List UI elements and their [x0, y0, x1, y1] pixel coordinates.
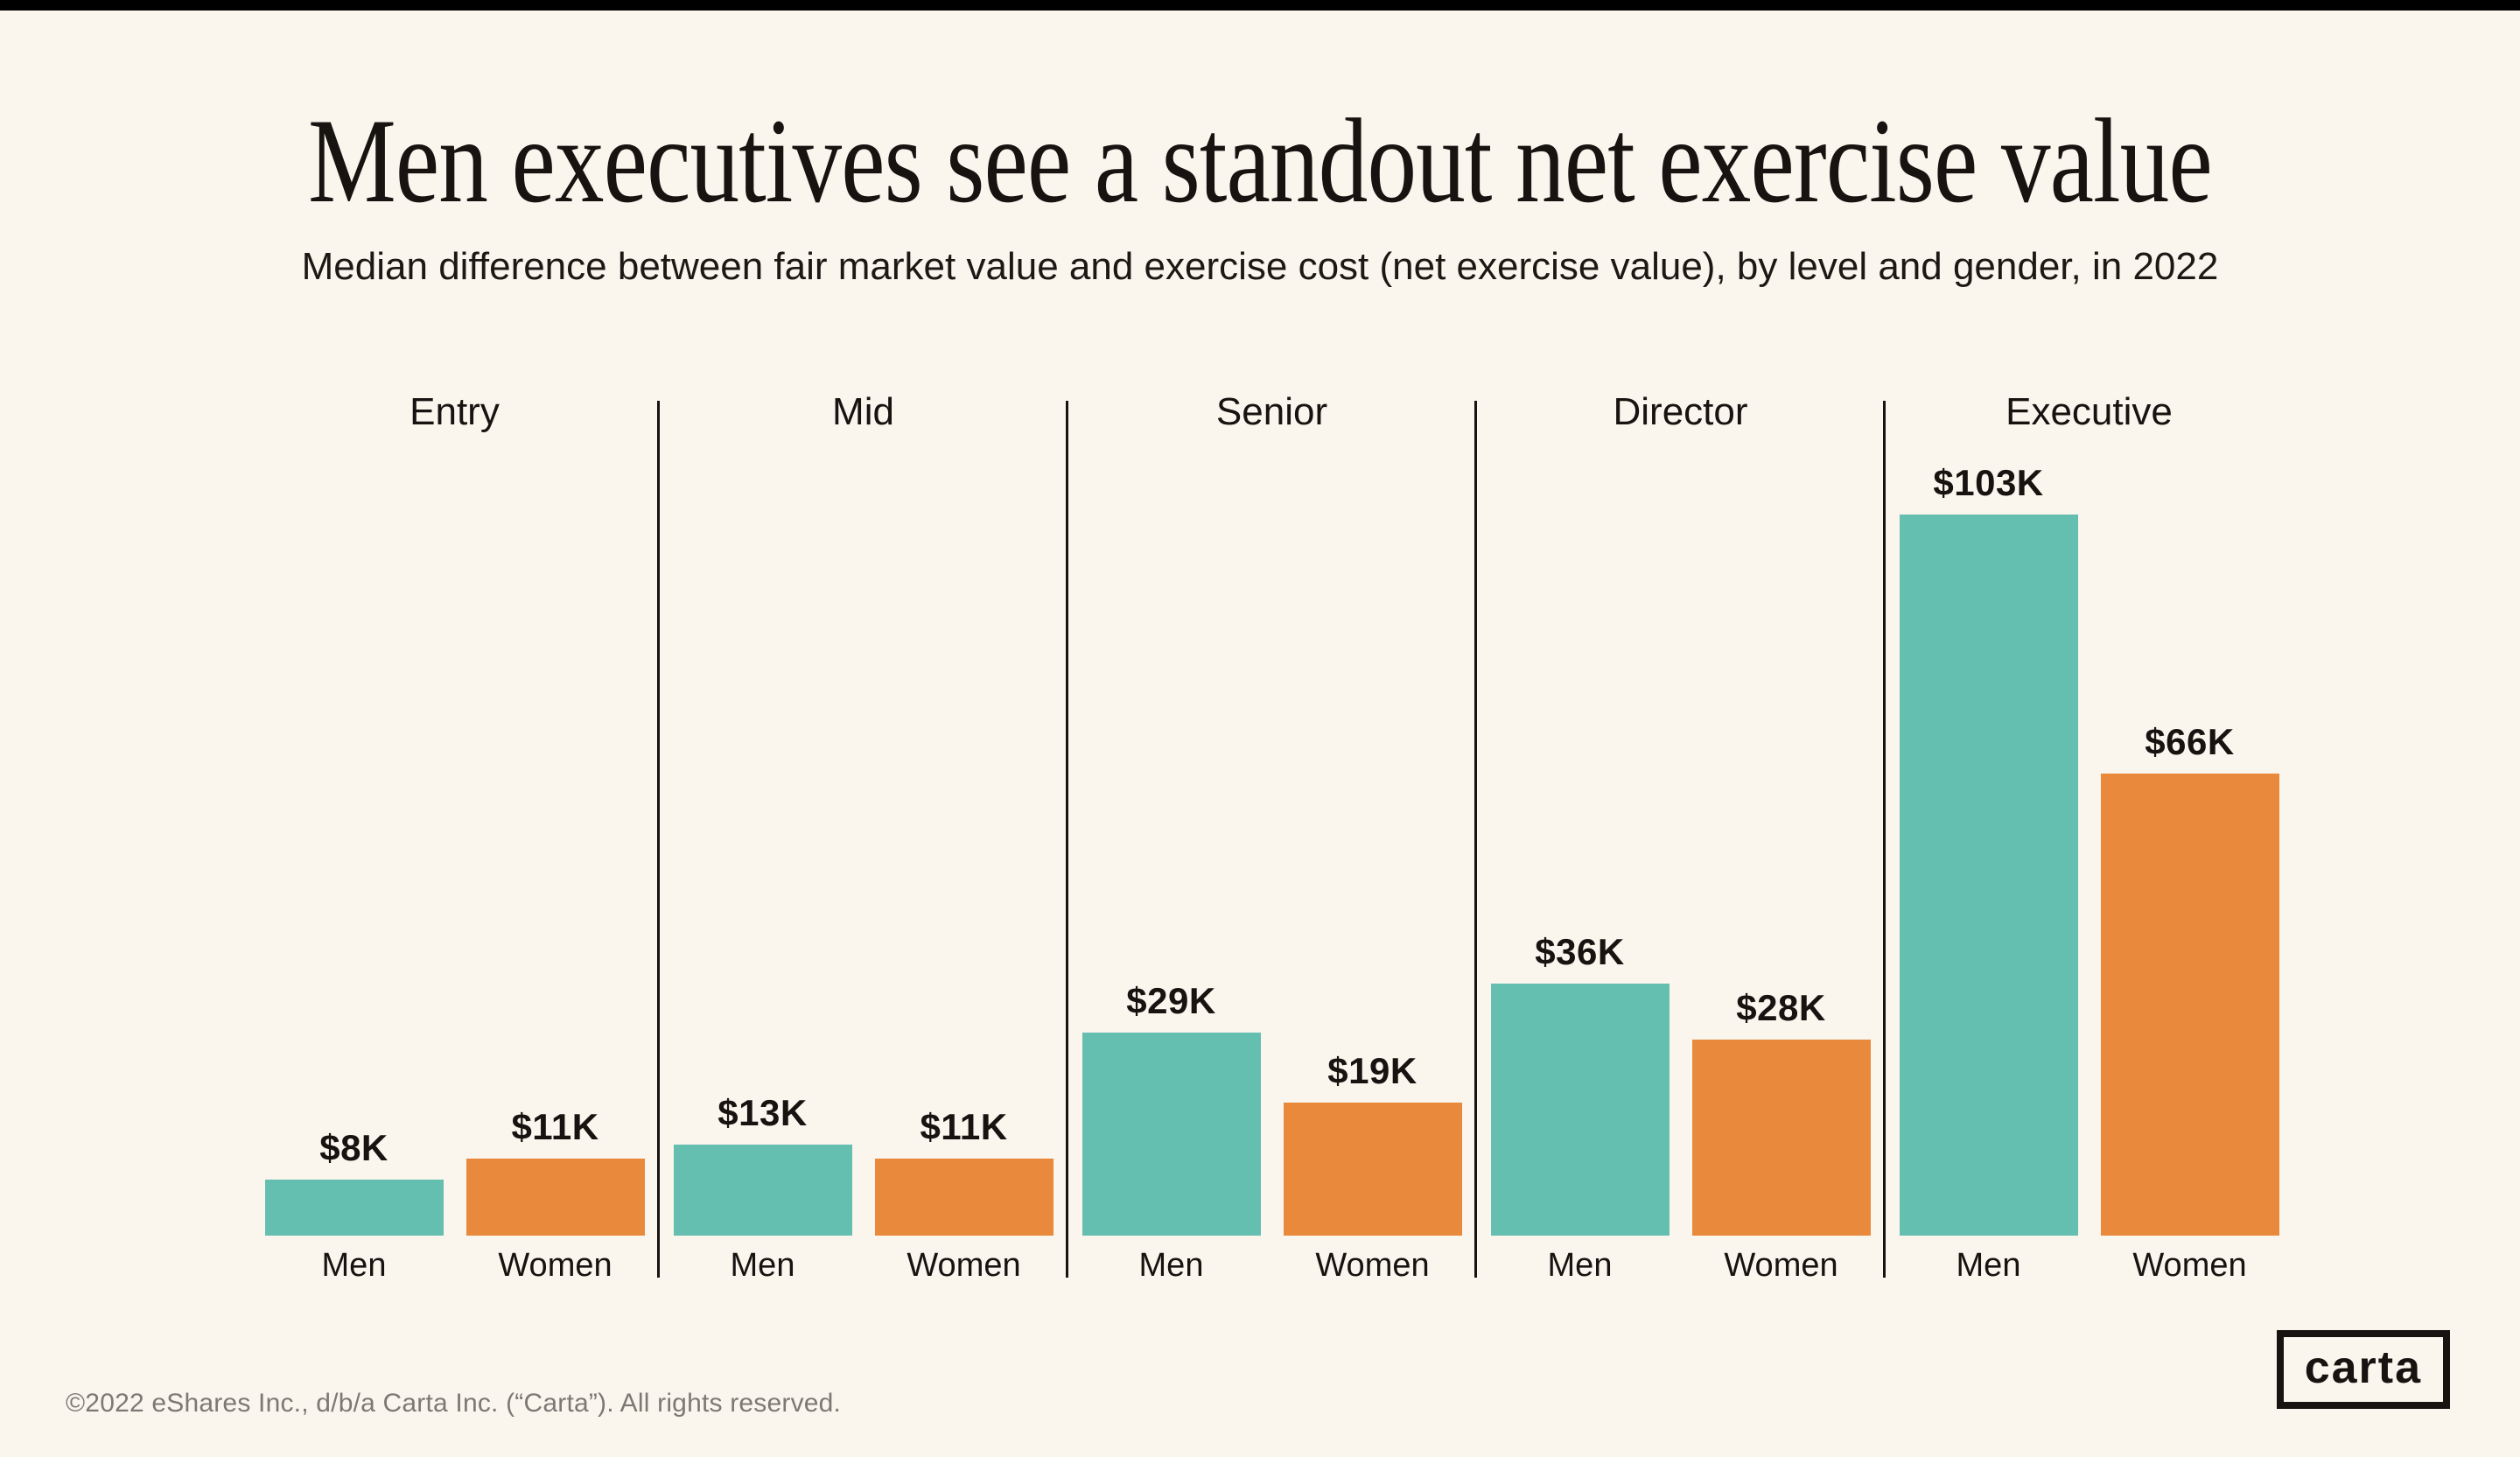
category-label-entry: Entry: [410, 390, 500, 433]
chart-header: Men executives see a standout net exerci…: [0, 11, 2520, 291]
series-label-men-entry: Men: [321, 1247, 387, 1284]
category-label-mid: Mid: [832, 390, 894, 433]
series-labels-mid: Men Women: [659, 1246, 1068, 1285]
bar-men-mid: $13K: [673, 1092, 852, 1236]
carta-logo-text: carta: [2304, 1342, 2422, 1393]
series-label-women-executive: Women: [2132, 1247, 2247, 1284]
category-group-mid: Mid $13K $11K Men Women: [659, 387, 1068, 1293]
bar-women-executive: $66K: [2100, 721, 2279, 1236]
bar-value-men-mid: $13K: [718, 1092, 808, 1133]
series-label-women-entry: Women: [498, 1247, 612, 1284]
series-label-men-executive: Men: [1956, 1247, 2021, 1284]
carta-logo: carta: [2276, 1330, 2450, 1409]
bar-men-senior: $29K: [1082, 980, 1261, 1236]
series-label-women-director: Women: [1724, 1247, 1838, 1284]
page-title: Men executives see a standout net exerci…: [308, 94, 2213, 228]
page-subtitle: Median difference between fair market va…: [301, 244, 2219, 288]
category-label-senior: Senior: [1215, 390, 1328, 433]
bar-value-men-entry: $8K: [319, 1127, 388, 1168]
copyright-text: ©2022 eShares Inc., d/b/a Carta Inc. (“C…: [66, 1389, 842, 1418]
series-label-women-mid: Women: [906, 1247, 1021, 1284]
bar-women-entry: $11K: [466, 1106, 645, 1236]
bar-men-executive: $103K: [1899, 462, 2078, 1236]
bar-value-men-senior: $29K: [1126, 980, 1216, 1021]
grouped-bar-chart: Entry $8K $11K Men Women Mid $13K $11K Men Women S…: [250, 387, 2294, 1293]
series-labels-director: Men Women: [1476, 1246, 1885, 1285]
series-labels-executive: Men Women: [1885, 1246, 2293, 1285]
bars-director: $36K $28K: [1476, 438, 1885, 1236]
category-group-senior: Senior $29K $19K Men Women: [1068, 387, 1477, 1293]
series-labels-entry: Men Women: [250, 1246, 659, 1285]
bars-entry: $8K $11K: [250, 438, 659, 1236]
bars-senior: $29K $19K: [1068, 438, 1476, 1236]
bars-mid: $13K $11K: [659, 438, 1068, 1236]
bar-value-women-mid: $11K: [920, 1106, 1008, 1147]
category-group-executive: Executive $103K $66K Men Women: [1885, 387, 2293, 1293]
bar-women-senior: $19K: [1283, 1050, 1462, 1236]
bar-men-entry: $8K: [264, 1127, 444, 1236]
bar-men-director: $36K: [1490, 931, 1670, 1236]
series-label-men-director: Men: [1547, 1247, 1613, 1284]
series-label-men-mid: Men: [730, 1247, 795, 1284]
bar-value-women-director: $28K: [1736, 987, 1826, 1028]
bar-women-mid: $11K: [874, 1106, 1054, 1236]
series-labels-senior: Men Women: [1068, 1246, 1476, 1285]
top-accent-bar: [0, 0, 2520, 11]
bars-executive: $103K $66K: [1885, 438, 2293, 1236]
bar-value-men-executive: $103K: [1933, 462, 2044, 503]
bar-value-women-senior: $19K: [1327, 1050, 1418, 1091]
series-label-men-senior: Men: [1138, 1247, 1204, 1284]
bar-value-women-executive: $66K: [2145, 721, 2235, 762]
category-label-director: Director: [1613, 390, 1748, 433]
category-group-director: Director $36K $28K Men Women: [1476, 387, 1886, 1293]
bar-value-women-entry: $11K: [511, 1106, 599, 1147]
bar-women-director: $28K: [1691, 987, 1871, 1236]
series-label-women-senior: Women: [1315, 1247, 1430, 1284]
bar-value-men-director: $36K: [1535, 931, 1625, 972]
category-group-entry: Entry $8K $11K Men Women: [250, 387, 660, 1293]
category-label-executive: Executive: [2006, 390, 2173, 433]
